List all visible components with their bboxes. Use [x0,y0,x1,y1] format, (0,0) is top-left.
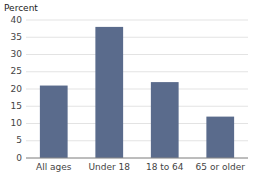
chart-container: 0 5 10 15 20 25 30 35 40 All ages Under 18 18 to 64… [0,0,256,176]
y-tick-label: 20 [11,84,23,94]
x-tick-label: 18 to 64 [146,162,184,172]
grid-line [26,37,248,38]
bar [40,86,68,158]
bars [40,27,234,158]
y-axis-label: Percent [4,3,38,13]
grid [26,20,248,158]
grid-line [26,54,248,55]
bar [151,82,179,158]
y-tick-label: 5 [16,135,22,145]
x-tick-label: Under 18 [88,162,130,172]
y-tick-label: 25 [11,66,22,76]
grid-line [26,20,248,21]
y-tick-label: 0 [16,153,22,163]
bar [206,117,234,158]
grid-line [26,71,248,72]
chart-svg: 0 5 10 15 20 25 30 35 40 All ages Under 18 18 to 64… [0,0,256,176]
grid-line [26,158,248,159]
bar [95,27,123,158]
x-tick-label: 65 or older [196,162,246,172]
x-tick-label: All ages [36,162,72,172]
y-tick-label: 35 [11,32,22,42]
y-tick-label: 30 [11,49,23,59]
y-tick-label: 40 [11,15,23,25]
y-tick-label: 15 [11,101,22,111]
x-axis-line [26,158,248,159]
y-tick-label: 10 [11,118,23,128]
